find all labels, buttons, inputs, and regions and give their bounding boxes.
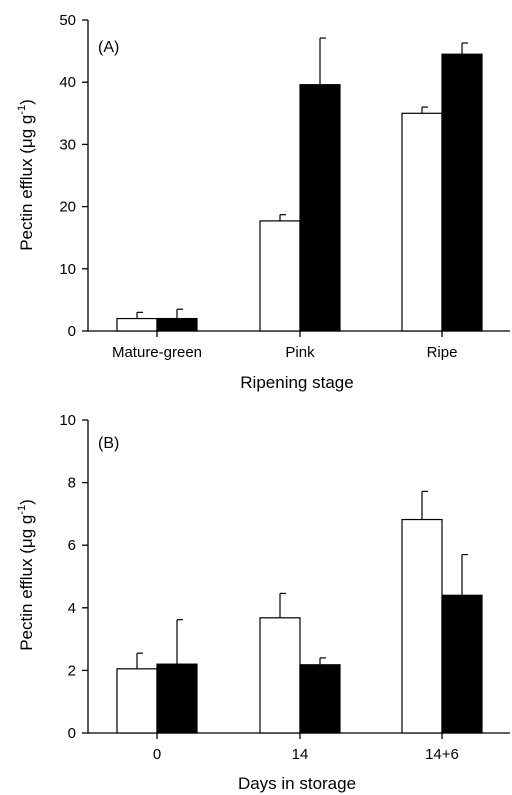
x-tick-label: 14+6 xyxy=(425,746,459,763)
bar-series-1-2 xyxy=(401,112,443,332)
bar-series-1-0 xyxy=(116,668,158,734)
panel-a-x-ticks: Mature-green Pink Ripe xyxy=(112,331,457,361)
bar-series-2-0 xyxy=(156,663,198,734)
y-tick-label: 4 xyxy=(68,600,76,617)
panel-b-x-axis-title: Days in storage xyxy=(238,774,356,793)
bar-series-2-0 xyxy=(156,317,198,332)
y-tick-label: 2 xyxy=(68,662,76,679)
y-tick-label: 0 xyxy=(68,725,76,742)
y-tick-label: 8 xyxy=(68,475,76,492)
y-tick-label: 10 xyxy=(59,412,76,429)
y-tick-label: 40 xyxy=(59,74,76,91)
x-tick-label: Mature-green xyxy=(112,344,202,361)
panel-a-x-axis-title: Ripening stage xyxy=(240,373,353,392)
panel-b-y-axis-title: Pectin efflux (μg g-1) xyxy=(16,499,36,651)
panel-a-label: (A) xyxy=(98,39,119,56)
bar-series-1-0 xyxy=(116,317,158,332)
bar-series-2-2 xyxy=(441,53,483,332)
bar-series-2-2 xyxy=(441,594,483,734)
y-tick-label: 6 xyxy=(68,537,76,554)
y-tick-label: 10 xyxy=(59,261,76,278)
y-tick-label: 30 xyxy=(59,136,76,153)
bar-series-1-1 xyxy=(259,617,301,734)
x-tick-label: Pink xyxy=(285,344,315,361)
bar-series-2-1 xyxy=(299,664,341,734)
panel-a-bars xyxy=(116,37,483,332)
x-tick-label: 14 xyxy=(292,746,309,763)
panel-a: (A) 0 10 20 30 40 50 Mature-green Pink Ripe Rip… xyxy=(16,12,510,392)
panel-b: (B) 0 2 4 6 8 10 0 14 14+6 Days in storage Pect… xyxy=(16,412,510,793)
bar-series-1-1 xyxy=(259,220,301,332)
bar-series-1-2 xyxy=(401,518,443,734)
panel-a-y-axis-title: Pectin efflux (μg g-1) xyxy=(16,99,36,251)
bar-series-2-1 xyxy=(299,84,341,332)
x-tick-label: 0 xyxy=(153,746,161,763)
y-tick-label: 20 xyxy=(59,199,76,216)
panel-b-x-ticks: 0 14 14+6 xyxy=(153,733,459,763)
y-tick-label: 50 xyxy=(59,12,76,29)
y-tick-label: 0 xyxy=(68,323,76,340)
panel-b-bars xyxy=(116,490,483,734)
x-tick-label: Ripe xyxy=(427,344,458,361)
panel-b-label: (B) xyxy=(98,435,119,452)
